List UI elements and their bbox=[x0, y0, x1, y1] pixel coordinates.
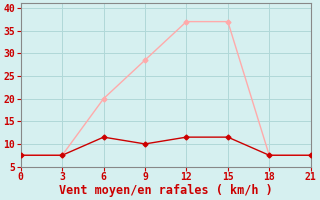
X-axis label: Vent moyen/en rafales ( km/h ): Vent moyen/en rafales ( km/h ) bbox=[59, 184, 273, 197]
